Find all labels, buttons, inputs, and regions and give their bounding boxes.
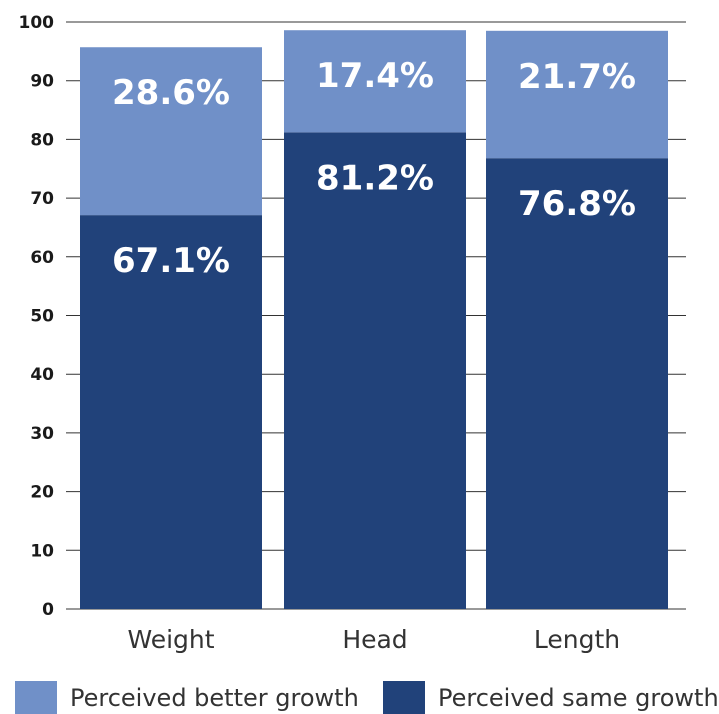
category-label-head: Head xyxy=(342,625,407,654)
legend-label-perceived-better-growth: Perceived better growth xyxy=(70,684,359,712)
category-label-length: Length xyxy=(534,625,620,654)
y-tick-label-80: 80 xyxy=(30,130,54,150)
y-tick-label-0: 0 xyxy=(42,600,54,620)
data-label-weight-perceived-better-growth: 28.6% xyxy=(112,73,230,113)
y-tick-label-100: 100 xyxy=(19,13,55,33)
bars: 67.1% 28.6% 81.2% 17.4% 76.8% 21.7% xyxy=(80,30,668,610)
legend-label-perceived-same-growth: Perceived same growth xyxy=(438,684,719,712)
x-axis: Weight Head Length xyxy=(127,625,620,654)
legend-swatch-perceived-better-growth xyxy=(15,681,57,714)
bar-head-perceived-same-growth xyxy=(284,132,466,609)
y-tick-label-50: 50 xyxy=(30,307,54,327)
y-tick-label-60: 60 xyxy=(30,248,54,268)
data-label-length-perceived-better-growth: 21.7% xyxy=(518,57,636,97)
category-label-weight: Weight xyxy=(127,625,214,654)
y-axis: 0 10 20 30 40 50 60 70 80 90 100 xyxy=(19,13,55,620)
y-tick-label-10: 10 xyxy=(30,541,54,561)
y-tick-label-40: 40 xyxy=(30,365,54,385)
y-tick-label-90: 90 xyxy=(30,72,54,92)
bar-weight-perceived-same-growth xyxy=(80,215,262,610)
bar-weight-perceived-better-growth xyxy=(80,47,262,216)
bar-head-perceived-better-growth xyxy=(284,30,466,133)
data-label-weight-perceived-same-growth: 67.1% xyxy=(112,241,230,281)
legend-swatch-perceived-same-growth xyxy=(383,681,425,714)
y-tick-label-70: 70 xyxy=(30,189,54,209)
data-label-head-perceived-better-growth: 17.4% xyxy=(316,56,434,96)
bar-length-perceived-better-growth xyxy=(486,30,668,159)
y-tick-label-30: 30 xyxy=(30,424,54,444)
y-tick-label-20: 20 xyxy=(30,483,54,503)
data-label-head-perceived-same-growth: 81.2% xyxy=(316,158,434,198)
legend: Perceived better growth Perceived same gr… xyxy=(15,681,719,714)
bar-length-perceived-same-growth xyxy=(486,158,668,609)
data-label-length-perceived-same-growth: 76.8% xyxy=(518,184,636,224)
